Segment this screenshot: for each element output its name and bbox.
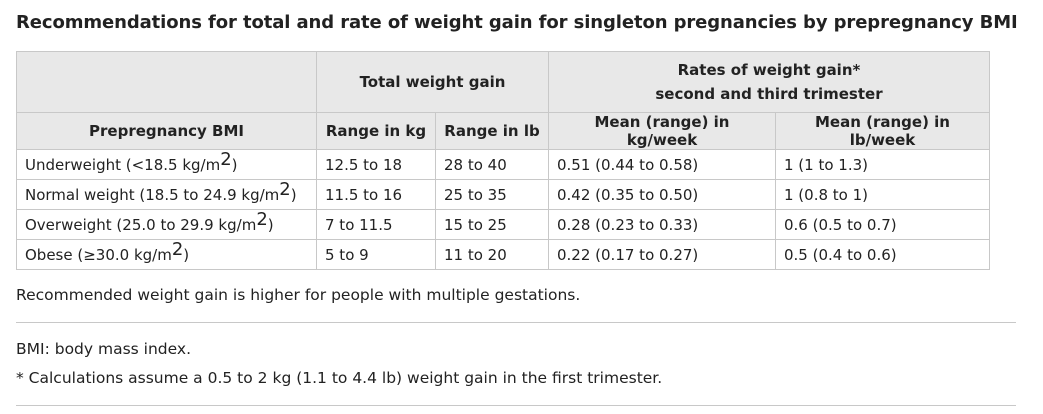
footnote: * Calculations assume a 0.5 to 2 kg (1.1… — [16, 369, 663, 387]
cell-mean-lb-week: 1 (1 to 1.3) — [775, 149, 990, 180]
note-multiple-gestations: Recommended weight gain is higher for pe… — [16, 286, 581, 304]
cell-mean-kg-week: 0.28 (0.23 to 0.33) — [548, 209, 776, 240]
header-rates-line2: second and third trimester — [655, 85, 883, 103]
cell-range-kg: 11.5 to 16 — [316, 179, 436, 210]
table-row: Obese (≥30.0 kg/m2) 5 to 9 11 to 20 0.22… — [16, 239, 990, 270]
note-abbreviation: BMI: body mass index. — [16, 340, 191, 358]
divider — [16, 405, 1016, 406]
cell-bmi: Underweight (<18.5 kg/m2) — [16, 149, 317, 180]
header-blank — [16, 51, 317, 113]
header-total-weight-gain: Total weight gain — [316, 51, 549, 113]
cell-range-kg: 5 to 9 — [316, 239, 436, 270]
table-row: Normal weight (18.5 to 24.9 kg/m2) 11.5 … — [16, 179, 990, 210]
table-title: Recommendations for total and rate of we… — [16, 12, 1018, 33]
cell-bmi: Overweight (25.0 to 29.9 kg/m2) — [16, 209, 317, 240]
recommendations-table: Total weight gain Rates of weight gain* … — [16, 51, 990, 270]
cell-mean-kg-week: 0.22 (0.17 to 0.27) — [548, 239, 776, 270]
cell-range-lb: 28 to 40 — [435, 149, 549, 180]
col-header-mean-lb-week: Mean (range) in lb/week — [775, 112, 990, 150]
col-header-range-lb: Range in lb — [435, 112, 549, 150]
cell-mean-kg-week: 0.42 (0.35 to 0.50) — [548, 179, 776, 210]
cell-range-lb: 25 to 35 — [435, 179, 549, 210]
col-header-bmi: Prepregnancy BMI — [16, 112, 317, 150]
column-header-row: Prepregnancy BMI Range in kg Range in lb… — [16, 112, 990, 150]
table-row: Overweight (25.0 to 29.9 kg/m2) 7 to 11.… — [16, 209, 990, 240]
cell-mean-lb-week: 0.6 (0.5 to 0.7) — [775, 209, 990, 240]
cell-bmi: Normal weight (18.5 to 24.9 kg/m2) — [16, 179, 317, 210]
col-header-range-kg: Range in kg — [316, 112, 436, 150]
cell-range-kg: 7 to 11.5 — [316, 209, 436, 240]
cell-mean-kg-week: 0.51 (0.44 to 0.58) — [548, 149, 776, 180]
header-rates: Rates of weight gain* second and third t… — [548, 51, 990, 113]
cell-bmi: Obese (≥30.0 kg/m2) — [16, 239, 317, 270]
table-row: Underweight (<18.5 kg/m2) 12.5 to 18 28 … — [16, 149, 990, 180]
header-rates-line1: Rates of weight gain* — [677, 61, 861, 79]
cell-range-kg: 12.5 to 18 — [316, 149, 436, 180]
cell-mean-lb-week: 1 (0.8 to 1) — [775, 179, 990, 210]
cell-range-lb: 11 to 20 — [435, 239, 549, 270]
divider — [16, 322, 1016, 323]
col-header-mean-kg-week: Mean (range) in kg/week — [548, 112, 776, 150]
cell-range-lb: 15 to 25 — [435, 209, 549, 240]
group-header-row: Total weight gain Rates of weight gain* … — [16, 51, 990, 113]
cell-mean-lb-week: 0.5 (0.4 to 0.6) — [775, 239, 990, 270]
